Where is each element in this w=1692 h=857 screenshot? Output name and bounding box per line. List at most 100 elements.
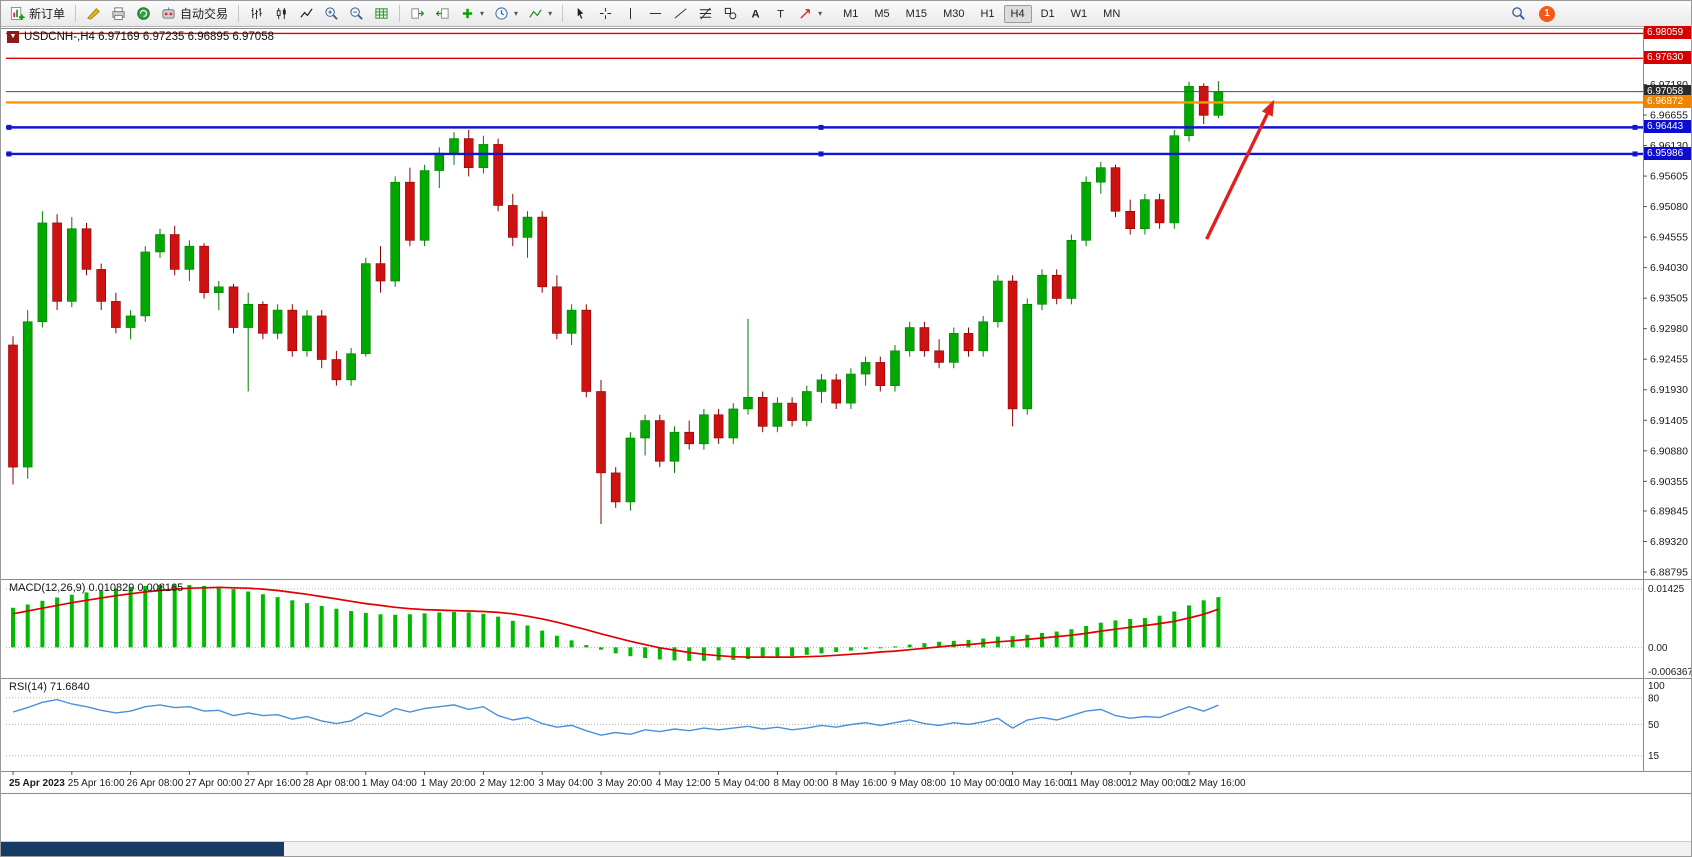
auto-scroll-icon xyxy=(411,8,425,19)
date-tick-label: 9 May 08:00 xyxy=(891,778,946,789)
date-tick-label: 1 May 04:00 xyxy=(362,778,417,789)
line-handle[interactable] xyxy=(818,151,824,157)
date-tick-label: 26 Apr 08:00 xyxy=(127,778,184,789)
line-handle[interactable] xyxy=(6,124,12,130)
vertical-line-tool-button[interactable] xyxy=(618,2,643,26)
print-button[interactable] xyxy=(106,2,131,26)
crosshair-tool-button[interactable] xyxy=(593,2,618,26)
line-chart-button[interactable] xyxy=(294,2,319,26)
add-indicator-button[interactable]: ▾ xyxy=(455,2,489,26)
timeframe-MN[interactable]: MN xyxy=(1103,7,1121,20)
price-level-badge: 6.96872 xyxy=(1644,95,1691,109)
timeframe-H1[interactable]: H1 xyxy=(980,7,995,20)
line-handle[interactable] xyxy=(6,151,12,157)
timeframe-W1[interactable]: W1 xyxy=(1070,7,1088,20)
date-tick-label: 25 Apr 16:00 xyxy=(68,778,125,789)
community-button[interactable] xyxy=(131,2,156,26)
chart-canvas[interactable]: 6.971806.966556.961306.956056.950806.945… xyxy=(1,1,1692,841)
auto-scroll-button[interactable] xyxy=(405,2,430,26)
price-level-badge: 6.97630 xyxy=(1644,51,1691,65)
arrows-tool-button[interactable]: ▾ xyxy=(793,2,827,26)
price-tick-label: 6.89845 xyxy=(1650,505,1688,517)
zoom-out-button[interactable] xyxy=(344,2,369,26)
chart-title: USDCNH-,H4 6.97169 6.97235 6.96895 6.970… xyxy=(24,31,274,43)
macd-histogram xyxy=(11,584,1221,661)
text-tool-button[interactable]: A xyxy=(743,2,768,26)
notification-badge[interactable]: 1 xyxy=(1539,5,1555,22)
candlestick-series xyxy=(8,81,1224,525)
styler-icon xyxy=(87,8,100,20)
label-tool-button[interactable]: T xyxy=(768,2,793,26)
line-handle[interactable] xyxy=(1632,151,1638,157)
print-icon xyxy=(112,7,125,21)
price-level-badge: 6.96443 xyxy=(1644,120,1691,134)
toolbar-separator xyxy=(75,5,77,22)
horizontal-scrollbar[interactable] xyxy=(1,842,284,856)
candlestick-chart-button[interactable] xyxy=(269,2,294,26)
text-icon: A xyxy=(752,9,760,21)
timeframe-M5[interactable]: M5 xyxy=(874,7,890,20)
toolbar-separator xyxy=(238,5,240,22)
zoom-in-icon xyxy=(325,7,338,20)
date-tick-label: 25 Apr 2023 xyxy=(9,778,65,789)
period-button[interactable]: ▾ xyxy=(489,2,523,26)
date-axis[interactable]: 25 Apr 2023 25 Apr 16:00 26 Apr 08:00 27 Ap… xyxy=(9,771,1246,789)
chart-shift-icon xyxy=(435,8,449,19)
timeframe-D1[interactable]: D1 xyxy=(1040,7,1055,20)
line-chart-icon xyxy=(300,8,313,18)
shapes-tool-button[interactable] xyxy=(718,2,743,26)
date-tick-label: 10 May 00:00 xyxy=(950,778,1011,789)
styler-button[interactable] xyxy=(81,2,106,26)
macd-signal-line xyxy=(12,586,1219,658)
horizontal-lines-layer xyxy=(6,32,1643,157)
timeframe-M15[interactable]: M15 xyxy=(905,7,928,20)
chevron-down-icon: ▾ xyxy=(818,9,823,18)
cursor-icon xyxy=(577,7,584,19)
crosshair-icon xyxy=(599,7,612,20)
auto-trading-icon xyxy=(162,7,175,19)
price-tick-label: 6.91405 xyxy=(1650,415,1688,427)
add-indicator-icon xyxy=(462,8,473,19)
rsi-scale-label: 50 xyxy=(1648,720,1660,731)
zoom-in-button[interactable] xyxy=(319,2,344,26)
bottom-strip xyxy=(1,841,1691,856)
cycles-button[interactable]: ▾ xyxy=(523,2,557,26)
community-icon xyxy=(137,7,150,20)
date-tick-label: 2 May 12:00 xyxy=(479,778,534,789)
price-tick-label: 6.95080 xyxy=(1650,201,1688,213)
zoom-out-icon xyxy=(350,7,363,20)
date-tick-label: 5 May 04:00 xyxy=(715,778,770,789)
price-tick-label: 6.88795 xyxy=(1650,567,1688,579)
cursor-tool-button[interactable] xyxy=(568,2,593,26)
macd-scale-label: -0.006367 xyxy=(1648,667,1692,678)
timeframe-M1[interactable]: M1 xyxy=(843,7,859,20)
new-order-button[interactable]: 新订单 xyxy=(5,2,70,26)
rsi-scale-label: 80 xyxy=(1648,693,1660,704)
date-tick-label: 12 May 16:00 xyxy=(1185,778,1246,789)
price-tick-label: 6.89320 xyxy=(1650,536,1688,548)
macd-scale-label: 0.00 xyxy=(1648,643,1668,654)
trend-arrow[interactable] xyxy=(1205,99,1275,240)
bars-chart-button[interactable] xyxy=(244,2,269,26)
price-tick-label: 6.96655 xyxy=(1650,110,1688,122)
timeframe-H4[interactable]: H4 xyxy=(1003,4,1032,23)
line-handle[interactable] xyxy=(818,124,824,130)
line-handle[interactable] xyxy=(1632,124,1638,130)
fibonacci-tool-button[interactable] xyxy=(693,2,718,26)
chart-shift-button[interactable] xyxy=(430,2,455,26)
horizontal-line-tool-button[interactable] xyxy=(643,2,668,26)
timeframe-toolbar: M1 M5 M15 M30 H1 H4 D1 W1 MN xyxy=(835,4,1128,23)
chart-menu-icon[interactable]: ▼ xyxy=(7,31,19,43)
price-tick-label: 6.94555 xyxy=(1650,232,1688,244)
grid-icon xyxy=(375,8,388,19)
date-tick-label: 27 Apr 16:00 xyxy=(244,778,301,789)
auto-trading-button[interactable]: 自动交易 xyxy=(156,2,233,26)
trendline-tool-button[interactable] xyxy=(668,2,693,26)
price-tick-label: 6.92980 xyxy=(1650,323,1688,335)
price-level-badge: 6.95986 xyxy=(1644,146,1691,160)
grid-button[interactable] xyxy=(369,2,394,26)
toolbar-separator xyxy=(562,5,564,22)
timeframe-M30[interactable]: M30 xyxy=(943,7,965,20)
date-tick-label: 11 May 08:00 xyxy=(1067,778,1127,789)
search-button[interactable] xyxy=(1506,2,1531,26)
